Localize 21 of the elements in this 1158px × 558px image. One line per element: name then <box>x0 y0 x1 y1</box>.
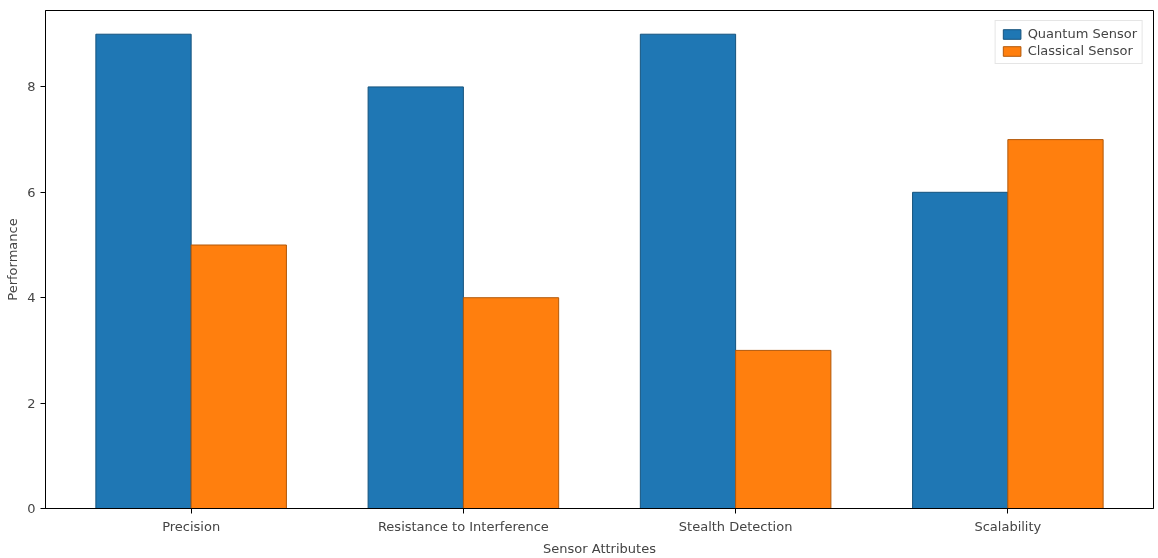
bar <box>462 297 560 509</box>
y-tick-label: 2 <box>27 395 36 411</box>
bar <box>95 33 192 509</box>
bar <box>735 349 832 509</box>
y-axis-title: Performance <box>5 218 21 301</box>
bar <box>367 86 464 509</box>
legend-label: Classical Sensor <box>1027 43 1133 58</box>
x-tick-label: Scalability <box>974 518 1042 534</box>
y-tick-label: 4 <box>27 290 36 306</box>
y-tick-label: 6 <box>27 184 36 200</box>
legend-label: Quantum Sensor <box>1027 26 1137 41</box>
bar <box>190 244 287 509</box>
x-tick-label: Precision <box>162 518 221 534</box>
x-axis-title: Sensor Attributes <box>543 540 657 556</box>
bar <box>639 33 737 509</box>
y-tick-label: 0 <box>27 501 36 516</box>
x-tick-label: Resistance to Interference <box>377 518 549 534</box>
y-tick-label: 8 <box>27 79 36 95</box>
bar <box>1007 139 1104 509</box>
bar <box>912 191 1009 509</box>
x-tick-label: Stealth Detection <box>678 518 793 534</box>
